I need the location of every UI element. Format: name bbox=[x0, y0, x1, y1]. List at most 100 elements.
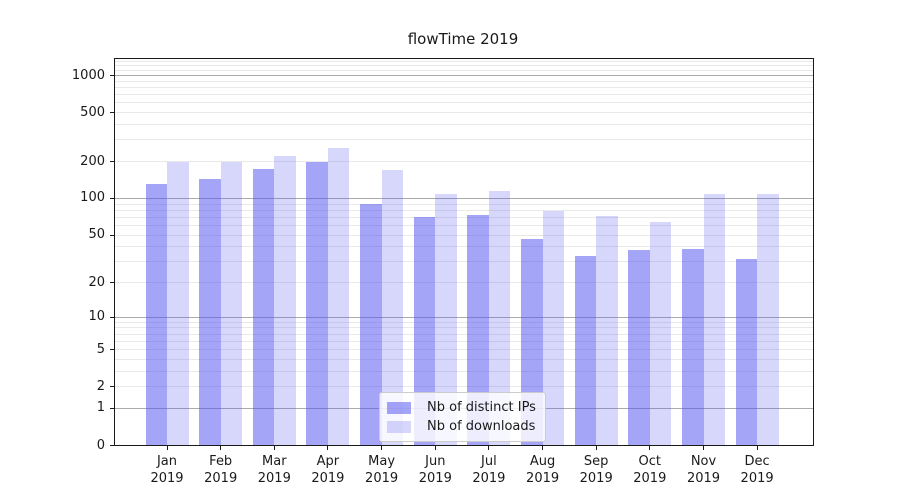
bar-downloads-apr bbox=[327, 148, 350, 445]
x-tick-year: 2019 bbox=[472, 471, 506, 486]
minor-gridline bbox=[115, 261, 813, 263]
minor-gridline bbox=[115, 282, 813, 283]
x-tick-year: 2019 bbox=[204, 471, 238, 486]
x-tick-year: 2019 bbox=[365, 471, 399, 486]
minor-gridline bbox=[115, 246, 813, 248]
bar-ips-jun bbox=[413, 216, 436, 445]
y-axis-tick bbox=[110, 282, 115, 283]
y-axis-tick bbox=[110, 75, 115, 77]
minor-gridline bbox=[115, 224, 813, 226]
minor-gridline bbox=[115, 234, 813, 236]
bar-downloads-dec bbox=[757, 193, 779, 445]
minor-gridline bbox=[115, 87, 813, 88]
minor-gridline bbox=[115, 370, 813, 372]
x-tick-label-jun: Jun 2019 bbox=[403, 453, 467, 487]
minor-gridline bbox=[115, 124, 813, 125]
minor-gridline bbox=[115, 216, 813, 218]
bar-downloads-feb bbox=[220, 161, 243, 445]
y-tick-label: 50 bbox=[88, 227, 105, 242]
bar-ips-feb bbox=[199, 179, 221, 445]
bar-ips-dec bbox=[735, 259, 758, 445]
x-tick-label-feb: Feb 2019 bbox=[189, 453, 253, 487]
bar-downloads-mar bbox=[274, 155, 296, 445]
bar-downloads-aug bbox=[542, 211, 565, 445]
y-tick-label: 0 bbox=[96, 437, 105, 453]
bar-downloads-sep bbox=[596, 216, 618, 445]
chart-title: flowTime 2019 bbox=[407, 30, 519, 48]
x-tick-month: Mar bbox=[262, 454, 287, 469]
minor-gridline bbox=[115, 94, 813, 96]
bar-ips-mar bbox=[252, 169, 275, 445]
y-axis-tick bbox=[110, 112, 115, 114]
y-tick-label: 500 bbox=[80, 104, 105, 120]
x-axis-tick bbox=[434, 445, 436, 450]
y-axis-tick bbox=[110, 316, 115, 318]
x-tick-year: 2019 bbox=[311, 471, 345, 486]
x-axis-tick bbox=[542, 445, 544, 450]
minor-gridline bbox=[115, 80, 813, 82]
major-gridline bbox=[115, 75, 813, 77]
x-axis-tick bbox=[649, 445, 651, 450]
minor-gridline bbox=[115, 203, 813, 205]
minor-gridline bbox=[115, 321, 813, 323]
x-tick-label-aug: Aug 2019 bbox=[511, 453, 575, 487]
x-axis-tick bbox=[220, 445, 222, 450]
x-tick-year: 2019 bbox=[633, 471, 667, 486]
x-tick-year: 2019 bbox=[579, 471, 613, 486]
bar-ips-jul bbox=[467, 215, 489, 445]
x-tick-label-sep: Sep 2019 bbox=[564, 453, 628, 487]
bar-ips-apr bbox=[306, 162, 328, 445]
bar-downloads-may bbox=[381, 170, 404, 445]
y-axis-tick bbox=[110, 386, 115, 388]
x-tick-month: Jul bbox=[481, 454, 497, 469]
x-tick-month: Aug bbox=[529, 454, 556, 469]
x-tick-label-jul: Jul 2019 bbox=[457, 453, 521, 487]
legend-swatch-downloads bbox=[387, 420, 411, 433]
x-tick-month: Dec bbox=[744, 454, 770, 469]
x-tick-month: Jan bbox=[156, 454, 178, 469]
legend-label-ips: Nb of distinct IPs bbox=[427, 400, 536, 415]
legend-swatch-ips bbox=[387, 401, 411, 414]
y-tick-label: 1000 bbox=[71, 67, 105, 83]
legend-item-ips: Nb of distinct IPs bbox=[387, 398, 536, 417]
y-tick-label: 100 bbox=[80, 190, 105, 206]
x-tick-month: Feb bbox=[209, 454, 233, 469]
major-gridline bbox=[115, 316, 813, 318]
bar-ips-may bbox=[360, 203, 382, 445]
minor-gridline bbox=[115, 349, 813, 351]
y-axis-tick bbox=[110, 197, 115, 199]
minor-gridline bbox=[115, 139, 813, 141]
x-axis-tick bbox=[756, 445, 758, 450]
x-axis-tick bbox=[488, 445, 490, 450]
y-tick-label: 2 bbox=[96, 378, 105, 394]
minor-gridline bbox=[115, 70, 813, 71]
y-axis-tick bbox=[110, 349, 115, 351]
minor-gridline bbox=[115, 333, 813, 335]
x-tick-label-nov: Nov 2019 bbox=[672, 453, 736, 487]
x-tick-year: 2019 bbox=[526, 471, 560, 486]
bar-downloads-jun bbox=[435, 194, 457, 445]
x-axis-tick bbox=[703, 445, 704, 450]
bar-downloads-nov bbox=[703, 193, 725, 445]
bar-ips-sep bbox=[574, 256, 597, 445]
minor-gridline bbox=[115, 327, 813, 329]
x-tick-month: Apr bbox=[316, 454, 340, 469]
x-axis-tick bbox=[273, 445, 275, 450]
minor-gridline bbox=[115, 209, 813, 211]
minor-gridline bbox=[115, 112, 813, 114]
minor-gridline bbox=[115, 65, 813, 67]
x-tick-year: 2019 bbox=[740, 471, 774, 486]
x-tick-label-jan: Jan 2019 bbox=[135, 453, 199, 487]
legend: Nb of distinct IPs Nb of downloads bbox=[379, 392, 546, 442]
x-axis-tick bbox=[166, 445, 168, 450]
bar-downloads-jul bbox=[488, 190, 511, 445]
x-tick-month: Jun bbox=[425, 454, 446, 469]
x-tick-month: Nov bbox=[690, 454, 717, 469]
major-gridline bbox=[115, 197, 813, 199]
x-axis-tick bbox=[381, 445, 383, 450]
y-tick-label: 10 bbox=[88, 309, 105, 325]
minor-gridline bbox=[115, 61, 813, 62]
y-tick-label: 1 bbox=[96, 400, 105, 416]
bar-ips-nov bbox=[682, 248, 704, 445]
